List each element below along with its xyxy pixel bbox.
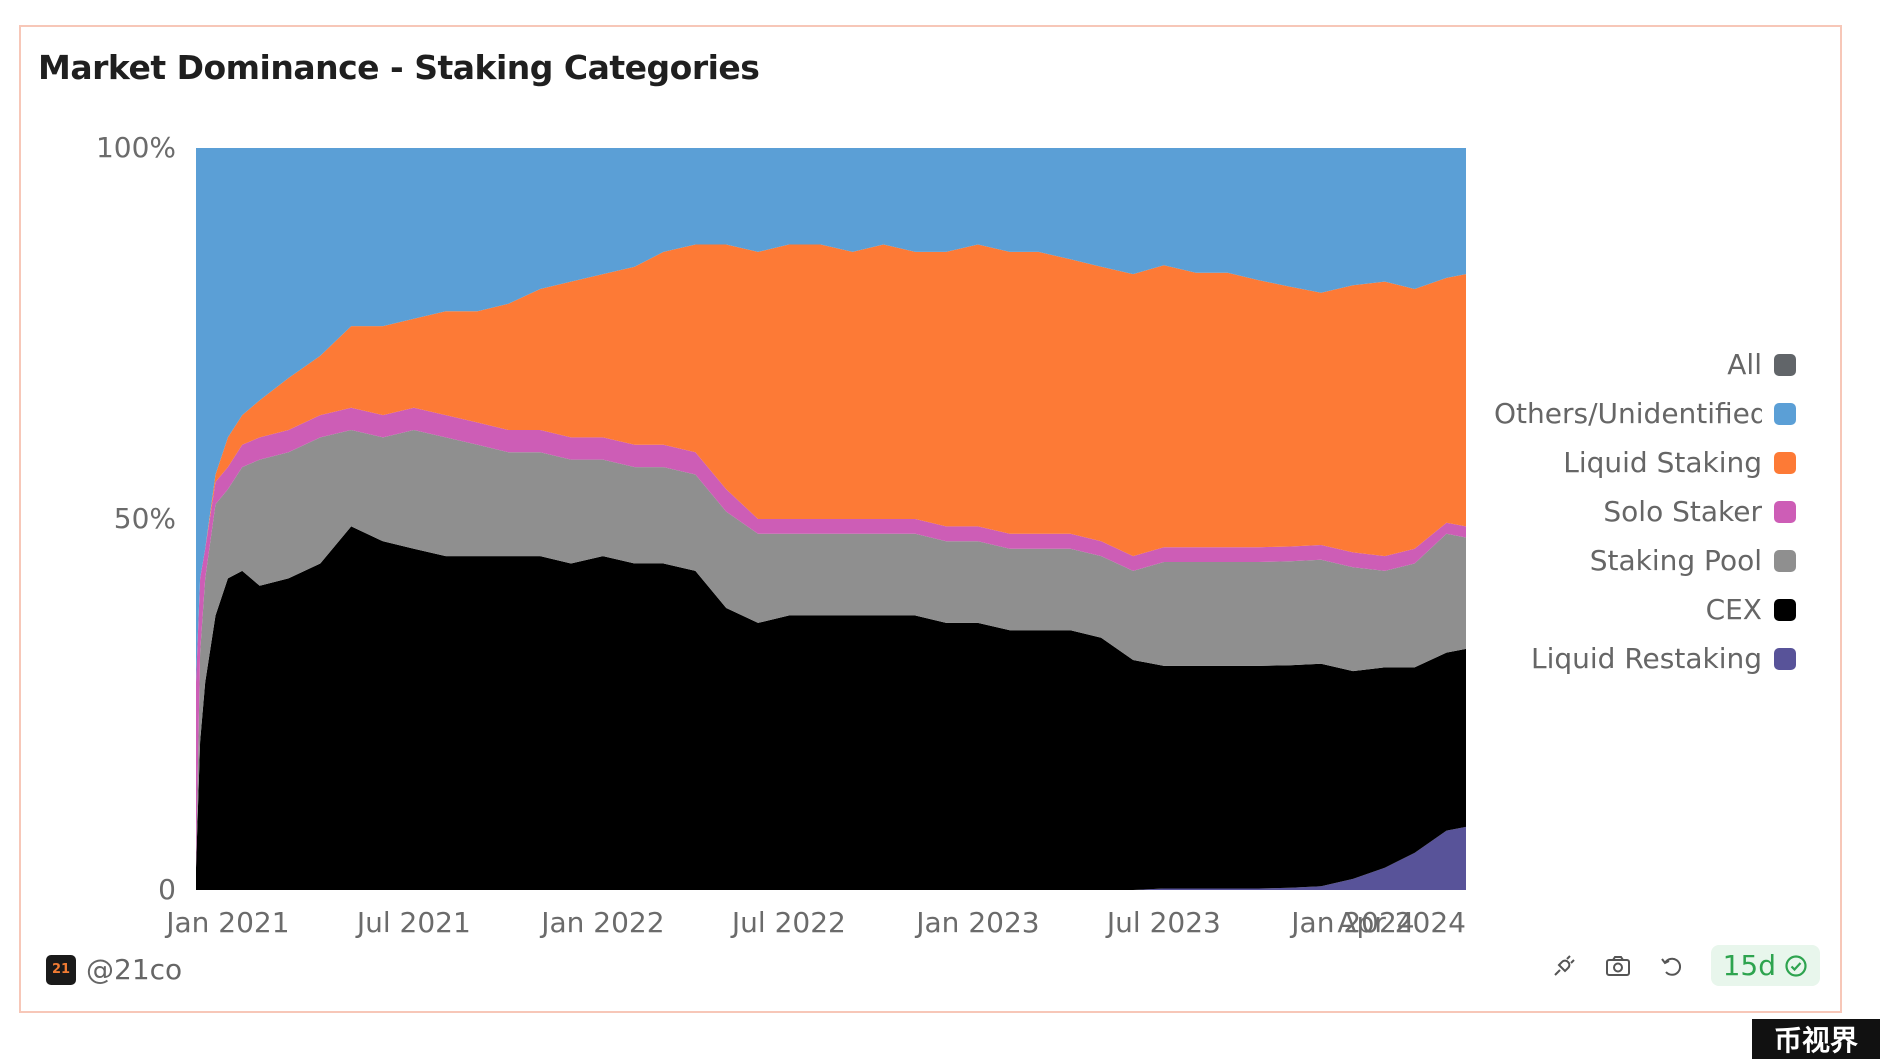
area-staking-pool[interactable] xyxy=(196,430,1466,868)
x-tick-label: Jul 2023 xyxy=(1105,906,1221,939)
refresh-icon[interactable] xyxy=(1655,949,1689,983)
x-tick-label: Jan 2023 xyxy=(914,906,1039,939)
brand-logo: 21 xyxy=(46,954,76,985)
y-tick-label: 100% xyxy=(96,131,176,164)
legend-label: All xyxy=(1727,348,1762,381)
x-tick-label: Jan 2022 xyxy=(539,906,664,939)
legend-item-others-unidentified[interactable]: Others/Unidentified xyxy=(1456,389,1796,438)
legend-swatch xyxy=(1774,451,1796,474)
area-liquid-staking[interactable] xyxy=(196,244,1466,683)
legend-swatch xyxy=(1774,598,1796,621)
area-cex[interactable] xyxy=(196,526,1466,890)
camera-icon[interactable] xyxy=(1601,949,1635,983)
y-axis-ticks: 0 50% 100% xyxy=(96,131,176,906)
area-series-group xyxy=(196,148,1466,890)
legend-swatch xyxy=(1774,647,1796,670)
legend-label: Solo Staker xyxy=(1603,495,1762,528)
legend-label: Liquid Staking xyxy=(1563,446,1762,479)
legend-item-staking-pool[interactable]: Staking Pool xyxy=(1456,536,1796,585)
x-tick-label: Jan 2024 xyxy=(1289,906,1414,939)
legend-item-liquid-staking[interactable]: Liquid Staking xyxy=(1456,438,1796,487)
y-tick-label: 0 xyxy=(158,873,176,906)
refresh-interval-badge[interactable]: 15d xyxy=(1710,945,1820,986)
legend: All Others/Unidentified Liquid Staking Solo… xyxy=(1456,340,1796,683)
x-tick-label: Jul 2021 xyxy=(355,906,471,939)
x-tick-label: Jan 2021 xyxy=(164,906,289,939)
legend-item-cex[interactable]: CEX xyxy=(1456,585,1796,634)
refresh-interval-label: 15d xyxy=(1722,949,1776,982)
watermark: 币视界 xyxy=(1752,1019,1880,1059)
legend-item-solo-staker[interactable]: Solo Staker xyxy=(1456,487,1796,536)
legend-item-all[interactable]: All xyxy=(1456,340,1796,389)
check-circle-icon xyxy=(1784,954,1808,978)
x-tick-label: Jul 2022 xyxy=(730,906,846,939)
area-others-unidentified[interactable] xyxy=(196,148,1466,683)
legend-item-liquid-restaking[interactable]: Liquid Restaking xyxy=(1456,634,1796,683)
legend-label: Others/Unidentified xyxy=(1494,397,1762,430)
brand[interactable]: 21 @21co xyxy=(46,953,182,986)
legend-swatch xyxy=(1774,353,1796,376)
x-tick-label: Apr 2024 xyxy=(1337,906,1466,939)
brand-handle[interactable]: @21co xyxy=(86,953,183,986)
legend-label: Liquid Restaking xyxy=(1530,642,1762,675)
legend-swatch xyxy=(1774,549,1796,572)
chart-toolbar: 15d xyxy=(1527,945,1820,986)
chart-title: Market Dominance - Staking Categories xyxy=(38,48,760,87)
legend-label: CEX xyxy=(1705,593,1762,626)
x-axis-ticks: Jan 2021 Jul 2021 Jan 2022 Jul 2022 Jan 2023… xyxy=(164,906,1466,939)
legend-swatch xyxy=(1774,402,1796,425)
y-tick-label: 50% xyxy=(114,502,176,535)
legend-label: Staking Pool xyxy=(1589,544,1762,577)
plug-icon[interactable] xyxy=(1547,949,1581,983)
legend-swatch xyxy=(1774,500,1796,523)
area-liquid-restaking[interactable] xyxy=(196,826,1466,890)
